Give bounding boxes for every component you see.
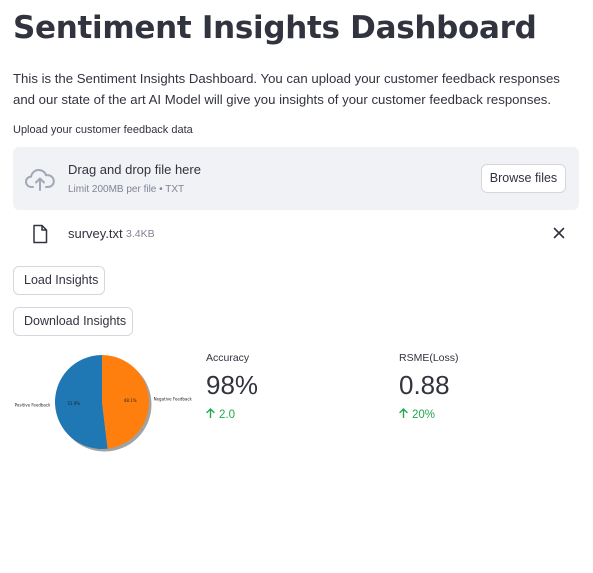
pie-value-label: 51.9%: [67, 401, 80, 406]
accuracy-label: Accuracy: [206, 352, 250, 364]
accuracy-delta-value: 2.0: [219, 409, 235, 421]
browse-files-button[interactable]: Browse files: [481, 164, 566, 193]
uploaded-file-name: survey.txt: [68, 226, 123, 241]
load-insights-button[interactable]: Load Insights: [13, 266, 105, 295]
download-insights-button[interactable]: Download Insights: [13, 307, 133, 336]
cloud-upload-icon: [24, 165, 56, 193]
loss-label: RSME(Loss): [399, 352, 459, 364]
pie-category-label: Positive Feedback: [15, 403, 51, 408]
dropzone-title: Drag and drop file here: [68, 162, 201, 177]
pie-category-label: Negative Feedback: [154, 396, 193, 401]
dropzone-limit-text: Limit 200MB per file • TXT: [68, 184, 185, 195]
loss-delta: 20%: [399, 408, 435, 421]
uploaded-file-size: 3.4KB: [126, 228, 155, 240]
uploaded-file-row: survey.txt 3.4KB: [13, 220, 579, 248]
accuracy-delta: 2.0: [206, 408, 235, 421]
file-dropzone[interactable]: Drag and drop file here Limit 200MB per …: [13, 147, 579, 210]
sentiment-pie-chart: 51.9% Positive Feedback 48.1% Negative Feed…: [13, 350, 198, 458]
pie-slice-positive: [55, 355, 108, 449]
pie-slice-negative: [102, 355, 149, 449]
accuracy-value: 98%: [206, 370, 259, 400]
page-title: Sentiment Insights Dashboard: [13, 10, 537, 46]
arrow-up-icon: [206, 408, 215, 421]
loss-value: 0.88: [399, 370, 450, 400]
page-description: This is the Sentiment Insights Dashboard…: [13, 71, 560, 107]
pie-value-label: 48.1%: [124, 398, 137, 403]
upload-label: Upload your customer feedback data: [13, 124, 193, 136]
file-icon: [32, 224, 48, 244]
loss-delta-value: 20%: [412, 409, 436, 421]
arrow-up-icon: [399, 408, 408, 421]
close-icon[interactable]: [551, 225, 567, 241]
